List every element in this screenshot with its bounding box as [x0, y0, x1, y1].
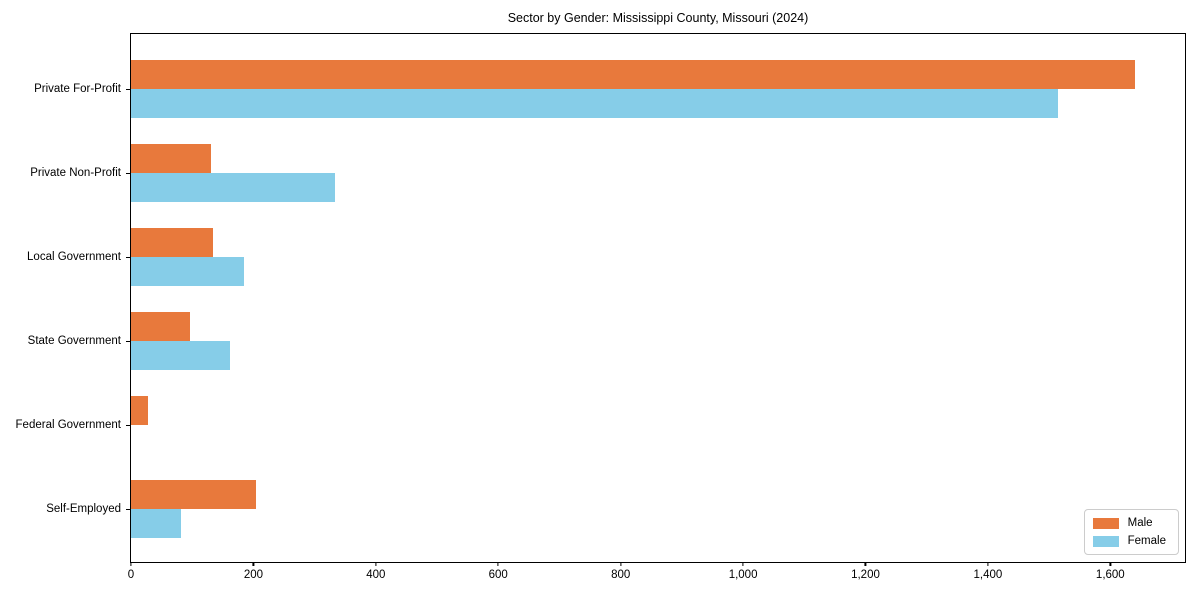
bar-male-federal-government: [131, 396, 149, 425]
bar-female-private-non-profit: [131, 173, 335, 202]
x-tick-mark: [864, 562, 867, 566]
x-tick-mark: [252, 562, 254, 566]
bar-female-state-government: [131, 341, 231, 370]
x-tick-label-1200: 1,200: [851, 569, 880, 581]
y-tick-mark: [126, 424, 130, 426]
y-tick-mark: [126, 340, 130, 342]
x-tick-mark: [742, 562, 744, 566]
bar-male-private-for-profit: [131, 60, 1135, 89]
y-tick-mark: [126, 508, 130, 510]
x-tick-label-200: 200: [243, 569, 263, 581]
y-tick-label-state-government: State Government: [27, 335, 121, 347]
legend-item-male: Male: [1092, 517, 1166, 529]
x-tick-label-0: 0: [127, 569, 135, 581]
legend-label-male: Male: [1127, 517, 1153, 529]
legend-label-female: Female: [1127, 535, 1166, 547]
x-tick-label-1400: 1,400: [973, 569, 1003, 581]
bar-male-private-non-profit: [131, 144, 212, 173]
x-tick-mark: [375, 562, 377, 566]
legend-item-female: Female: [1092, 535, 1166, 547]
bar-female-private-for-profit: [131, 89, 1059, 118]
bar-male-self-employed: [131, 480, 257, 509]
y-tick-mark: [126, 172, 130, 174]
x-tick-label-600: 600: [488, 569, 508, 581]
legend-swatch-male: [1092, 517, 1119, 529]
y-tick-label-local-government: Local Government: [27, 251, 121, 263]
bar-female-local-government: [131, 257, 245, 286]
x-tick-mark: [497, 562, 499, 566]
y-tick-mark: [126, 256, 130, 258]
chart-title: Sector by Gender: Mississippi County, Mi…: [507, 11, 809, 25]
plot-area: Male Female Private For-Profit Private Non…: [16, 33, 1186, 581]
x-tick-label-1000: 1,000: [728, 569, 758, 581]
legend-swatch-female: [1092, 535, 1119, 547]
y-tick-label-private-for-profit: Private For-Profit: [34, 83, 121, 95]
x-tick-mark: [987, 562, 989, 566]
x-tick-label-800: 800: [611, 569, 631, 581]
y-tick-label-private-non-profit: Private Non-Profit: [30, 167, 121, 179]
x-tick-label-400: 400: [366, 569, 386, 581]
x-tick-mark: [620, 562, 622, 566]
bar-female-self-employed: [131, 509, 182, 538]
y-tick-label-federal-government: Federal Government: [15, 419, 121, 431]
y-tick-mark: [126, 88, 130, 90]
y-tick-label-self-employed: Self-Employed: [46, 503, 121, 515]
legend: Male Female: [1083, 509, 1179, 555]
bar-male-local-government: [131, 228, 214, 257]
bar-male-state-government: [131, 312, 190, 341]
x-tick-mark: [130, 562, 132, 566]
x-tick-mark: [1109, 562, 1111, 566]
x-tick-label-1600: 1,600: [1095, 569, 1125, 581]
